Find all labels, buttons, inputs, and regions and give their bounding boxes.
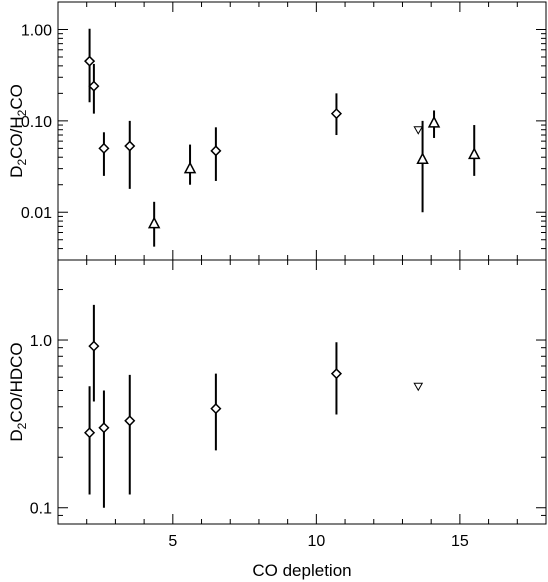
diamond-point xyxy=(210,403,222,415)
diamond-point xyxy=(124,415,136,427)
triangle-point xyxy=(416,152,429,165)
y-tick-label: 1.0 xyxy=(30,333,52,350)
diamond-point xyxy=(88,340,100,352)
y-tick-label: 0.01 xyxy=(21,205,52,222)
triangle-point xyxy=(467,147,481,160)
upper-limit-point xyxy=(413,382,424,392)
triangle-point xyxy=(183,161,197,174)
y-tick-label: 1.00 xyxy=(21,23,52,40)
diamond-point xyxy=(210,145,222,157)
plot-frame xyxy=(57,1,547,261)
x-tick-label: 5 xyxy=(168,533,177,550)
x-tick-label: 10 xyxy=(307,533,325,550)
diamond-point xyxy=(98,142,110,154)
diamond-point xyxy=(88,80,100,92)
diamond-point xyxy=(124,140,136,152)
plot-frame xyxy=(57,259,547,525)
diamond-point xyxy=(98,422,110,434)
upper-limit-point xyxy=(413,126,424,135)
diamond-point xyxy=(84,55,96,67)
y-tick-label: 0.1 xyxy=(30,501,52,518)
triangle-point xyxy=(427,115,441,128)
x-axis-label: CO depletion xyxy=(252,561,351,580)
diamond-point xyxy=(84,427,96,439)
y-axis-label: D2CO/H2CO xyxy=(7,84,29,178)
diamond-point xyxy=(330,108,343,120)
triangle-point xyxy=(147,216,161,229)
diamond-point xyxy=(330,368,343,380)
y-axis-label: D2CO/HDCO xyxy=(7,342,29,441)
x-tick-label: 15 xyxy=(451,533,469,550)
top-panel: 0.01 0.10 1.00 D2CO/H2CO xyxy=(7,1,547,261)
y-tick-label: 0.10 xyxy=(21,114,52,131)
